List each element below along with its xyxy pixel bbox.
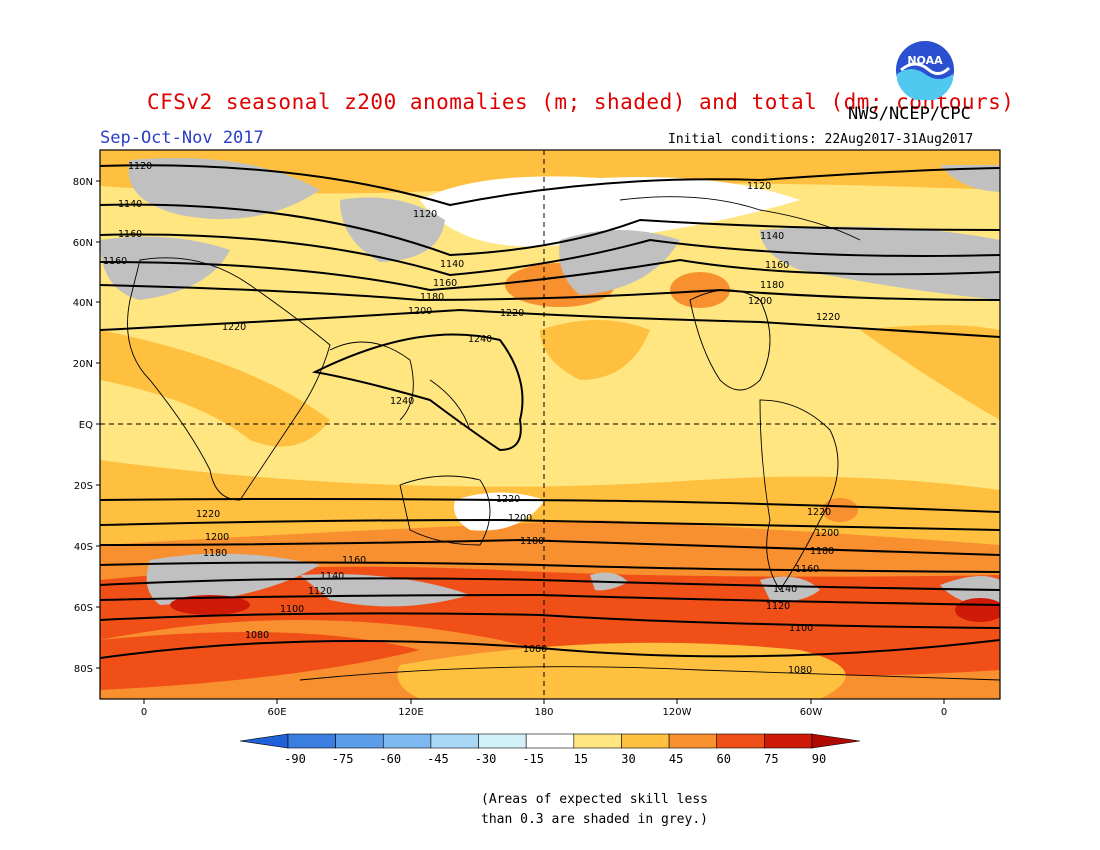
- colorbar-label: 75: [764, 752, 778, 766]
- contour-label: 1160: [103, 256, 127, 267]
- lon-label: 120W: [663, 707, 692, 718]
- colorbar-label: 45: [669, 752, 683, 766]
- contour-label: 1220: [496, 494, 520, 505]
- contour-label: 1180: [203, 548, 227, 559]
- contour-label: 1200: [508, 513, 532, 524]
- contour-label: 1140: [773, 584, 797, 595]
- colorbar-label: -75: [332, 752, 354, 766]
- contour-label: 1200: [408, 306, 432, 317]
- colorbar-swatch: [621, 733, 670, 749]
- contour-label: 1080: [523, 644, 547, 655]
- lat-label: 80N: [73, 177, 93, 188]
- contour-label: 1180: [520, 536, 544, 547]
- contour-label: 1240: [468, 334, 492, 345]
- lon-axis: 0 60E 120E 180 120W 60W 0: [141, 699, 947, 718]
- contour-label: 1160: [795, 564, 819, 575]
- colorbar-label: 15: [574, 752, 588, 766]
- colorbar-swatch: [668, 733, 718, 749]
- colorbar-label: -90: [284, 752, 306, 766]
- contour-label: 1140: [118, 199, 142, 210]
- contour-label: 1220: [807, 507, 831, 518]
- contour-label: 1220: [500, 308, 524, 319]
- colorbar-swatch: [716, 733, 765, 749]
- contour-label: 1180: [810, 546, 834, 557]
- footnote-line-2: than 0.3 are shaded in grey.): [481, 812, 708, 827]
- contour-label: 1160: [765, 260, 789, 271]
- contour-label: 1200: [815, 528, 839, 539]
- contour-label: 1180: [420, 292, 444, 303]
- contour-label: 1120: [766, 601, 790, 612]
- contour-label: 1200: [205, 532, 229, 543]
- lon-label: 60E: [267, 707, 286, 718]
- lon-label: 120E: [398, 707, 423, 718]
- lat-label: 80S: [74, 664, 93, 675]
- contour-label: 1160: [118, 229, 142, 240]
- initial-conditions-label: Initial conditions: 22Aug2017-31Aug2017: [668, 132, 974, 147]
- noaa-logo: NOAA: [896, 41, 954, 100]
- colorbar-label: -60: [379, 752, 401, 766]
- svg-text:NOAA: NOAA: [907, 54, 943, 67]
- lat-label: 20N: [73, 359, 93, 370]
- colorbar-swatch: [573, 733, 622, 749]
- contour-label: 1100: [280, 604, 304, 615]
- lat-label: EQ: [79, 420, 93, 431]
- height-contours: [100, 164, 1000, 659]
- colorbar-arrow-low: [239, 733, 289, 749]
- lat-label: 60N: [73, 238, 93, 249]
- colorbar-swatch: [764, 733, 813, 749]
- lat-label: 40S: [74, 542, 93, 553]
- colorbar-swatch: [430, 733, 479, 749]
- colorbar-swatch: [525, 733, 575, 749]
- contour-label: 1140: [760, 231, 784, 242]
- anomaly-shading: [100, 150, 1000, 699]
- colorbar-swatch: [382, 733, 432, 749]
- lon-label: 0: [941, 707, 947, 718]
- lat-label: 40N: [73, 298, 93, 309]
- contour-label: 1160: [342, 555, 366, 566]
- colorbar-arrow-high: [811, 733, 861, 749]
- contour-label: 1120: [747, 181, 771, 192]
- contour-label: 1220: [196, 509, 220, 520]
- lon-label: 180: [534, 707, 553, 718]
- colorbar-label: 90: [812, 752, 826, 766]
- lat-axis: 80N 60N 40N 20N EQ 20S 40S 60S 80S: [73, 177, 100, 675]
- colorbar-label: 30: [621, 752, 635, 766]
- contour-label: 1080: [788, 665, 812, 676]
- contour-label: 1200: [748, 296, 772, 307]
- colorbar-label: -15: [522, 752, 544, 766]
- contour-label: 1220: [816, 312, 840, 323]
- colorbar-label: -45: [427, 752, 449, 766]
- lat-label: 60S: [74, 603, 93, 614]
- chart-title: CFSv2 seasonal z200 anomalies (m; shaded…: [147, 90, 1015, 114]
- contour-label: 1160: [433, 278, 457, 289]
- lat-label: 20S: [74, 481, 93, 492]
- colorbar-swatch: [287, 733, 336, 749]
- colorbar-swatch: [335, 733, 384, 749]
- contour-label: 1100: [789, 623, 813, 634]
- colorbar-label: 60: [717, 752, 731, 766]
- lon-label: 60W: [800, 707, 823, 718]
- contour-label: 1080: [245, 630, 269, 641]
- contour-label: 1120: [413, 209, 437, 220]
- colorbar-swatch: [478, 733, 527, 749]
- contour-label: 1240: [390, 396, 414, 407]
- contour-label: 1120: [128, 161, 152, 172]
- colorbar-label: -30: [475, 752, 497, 766]
- season-label: Sep-Oct-Nov 2017: [100, 128, 264, 148]
- contour-labels: 1120 1140 1160 1160 1120 1120 1140 1140 …: [103, 161, 840, 676]
- lon-label: 0: [141, 707, 147, 718]
- contour-label: 1120: [308, 586, 332, 597]
- colorbar: -90 -75 -60 -45 -30 -15 15 30 45 60 75 90: [239, 733, 861, 766]
- contour-label: 1140: [440, 259, 464, 270]
- contour-label: 1220: [222, 322, 246, 333]
- contour-label: 1140: [320, 571, 344, 582]
- footnote-line-1: (Areas of expected skill less: [481, 792, 708, 807]
- contour-label: 1180: [760, 280, 784, 291]
- agency-label: NWS/NCEP/CPC: [848, 104, 971, 124]
